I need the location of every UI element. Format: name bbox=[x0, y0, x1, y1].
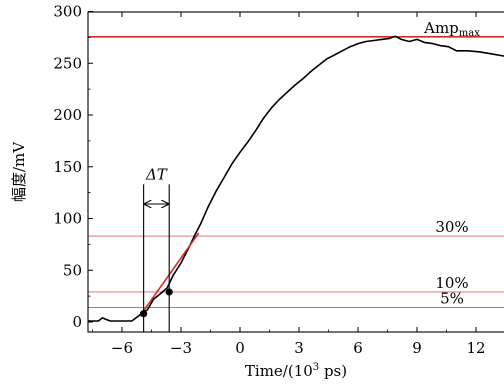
y-axis-label: 幅度/mV bbox=[10, 141, 28, 202]
marker-point-0 bbox=[140, 310, 148, 318]
y-tick-label-6: 300 bbox=[53, 3, 82, 21]
series-group bbox=[88, 35, 504, 322]
threshold-label-0: Ampmax bbox=[423, 19, 480, 39]
x-tick-label-3: 3 bbox=[294, 339, 304, 357]
x-tick-label-6: 12 bbox=[466, 339, 485, 357]
x-ticks: −6 −3 0 3 6 9 12 bbox=[92, 12, 486, 357]
x-tick-label-0: −6 bbox=[111, 339, 133, 357]
y-tick-label-0: 0 bbox=[72, 313, 82, 331]
series-line-0 bbox=[88, 35, 504, 322]
x-tick-label-1: −3 bbox=[170, 339, 192, 357]
fit-group bbox=[140, 232, 200, 315]
fit-line bbox=[140, 232, 200, 315]
x-tick-label-4: 6 bbox=[353, 339, 363, 357]
plot-frame bbox=[87, 11, 504, 333]
delta-t-label: ΔT bbox=[145, 165, 168, 183]
y-tick-label-4: 200 bbox=[53, 106, 82, 124]
threshold-labels: Ampmax 30% 10%5% bbox=[423, 19, 480, 308]
markers-group bbox=[140, 288, 173, 318]
marker-point-1 bbox=[165, 288, 173, 296]
y-tick-label-5: 250 bbox=[53, 54, 82, 72]
y-tick-label-1: 50 bbox=[63, 261, 82, 279]
x-axis-label: Time/(103 ps) bbox=[245, 362, 347, 380]
y-tick-label-3: 150 bbox=[53, 158, 82, 176]
y-ticks: 0 50 100 150 200 250 300 bbox=[53, 3, 93, 331]
x-tick-label-5: 9 bbox=[412, 339, 422, 357]
delta-t-group: ΔT bbox=[143, 165, 170, 332]
threshold-label-3: 5% bbox=[440, 290, 464, 308]
threshold-lines bbox=[88, 36, 504, 308]
threshold-label-1: 30% bbox=[435, 218, 468, 236]
x-tick-label-2: 0 bbox=[235, 339, 245, 357]
y-tick-label-2: 100 bbox=[53, 210, 82, 228]
threshold-label-2: 10% bbox=[435, 274, 468, 292]
